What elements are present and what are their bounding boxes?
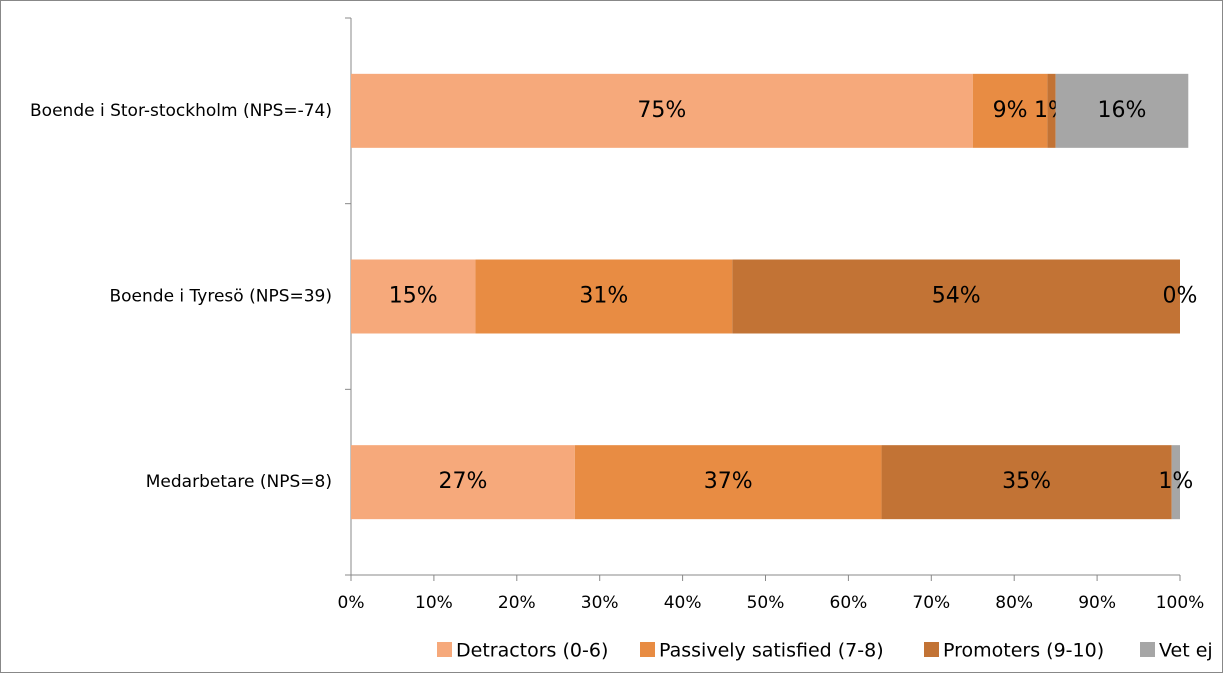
bar-segment — [1055, 73, 1189, 148]
x-tick-label: 80% — [995, 593, 1033, 613]
bar-segment — [732, 259, 1180, 334]
x-tick-label: 90% — [1078, 593, 1116, 613]
bar-segment — [574, 445, 882, 520]
bar-segment — [972, 73, 1048, 148]
legend-swatch — [924, 642, 939, 657]
x-tick-label: 70% — [912, 593, 950, 613]
category-label: Boende i Stor-stockholm (NPS=-74) — [30, 101, 332, 121]
legend-label: Passively satisfied (7-8) — [659, 640, 884, 662]
bar-segment — [351, 259, 476, 334]
x-tick-label: 30% — [581, 593, 619, 613]
bar-segment — [1047, 73, 1056, 148]
x-tick-label: 50% — [747, 593, 785, 613]
bar-segment — [351, 445, 575, 520]
x-tick-label: 40% — [664, 593, 702, 613]
x-tick-label: 100% — [1156, 593, 1205, 613]
value-label: 27% — [438, 469, 487, 494]
bar-segment — [351, 73, 973, 148]
legend-swatch — [1140, 642, 1155, 657]
legend-swatch — [640, 642, 655, 657]
value-label: 0% — [1163, 284, 1198, 309]
value-label: 9% — [993, 98, 1028, 123]
value-label: 31% — [579, 284, 628, 309]
value-label: 75% — [637, 98, 686, 123]
value-label: 15% — [389, 284, 438, 309]
bar-segment — [475, 259, 733, 334]
value-label: 54% — [932, 284, 981, 309]
category-label: Medarbetare (NPS=8) — [146, 472, 332, 492]
legend-label: Detractors (0-6) — [456, 640, 608, 662]
x-tick-label: 0% — [338, 593, 365, 613]
value-label: 1% — [1158, 469, 1193, 494]
category-label: Boende i Tyresö (NPS=39) — [109, 287, 332, 307]
legend-swatch — [437, 642, 452, 657]
bar-segment — [1171, 445, 1180, 520]
value-label: 37% — [704, 469, 753, 494]
x-tick-label: 20% — [498, 593, 536, 613]
bar-segment — [881, 445, 1172, 520]
value-label: 35% — [1002, 469, 1051, 494]
legend-label: Promoters (9-10) — [943, 640, 1104, 662]
legend-label: Vet ej — [1159, 640, 1213, 662]
x-tick-label: 10% — [415, 593, 453, 613]
x-tick-label: 60% — [830, 593, 868, 613]
value-label: 16% — [1098, 98, 1147, 123]
